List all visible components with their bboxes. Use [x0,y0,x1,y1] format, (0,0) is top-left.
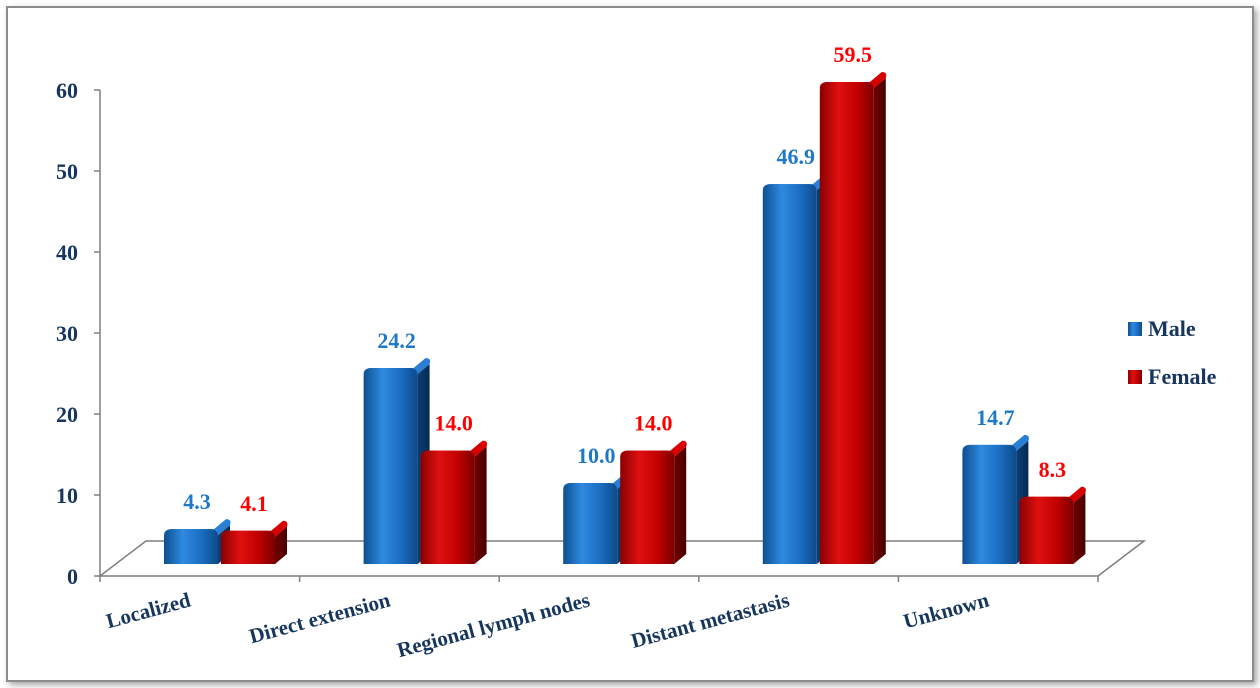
bar-male [164,519,231,564]
legend-label-male: Male [1148,316,1196,341]
y-tick-label: 30 [56,321,78,346]
legend-swatch-male [1128,322,1142,336]
data-label-male: 24.2 [377,328,416,353]
bar-male [363,357,431,564]
x-category-label: Regional lymph nodes [394,588,592,663]
bar-side-female [674,446,687,564]
legend-item-female: Female [1128,364,1217,389]
y-tick-label: 60 [56,78,78,103]
x-category-label: Unknown [901,588,992,634]
bar-female [1019,486,1086,564]
data-label-male: 10.0 [577,443,616,468]
bar-female [620,440,687,564]
bar-female [819,72,887,565]
bar-male [962,434,1029,564]
bar-front-female [620,450,675,564]
data-label-male: 14.7 [976,405,1015,430]
bar-front-female [1019,496,1074,564]
bar-front-female [420,450,475,564]
legend: Male Female [1128,316,1217,389]
bar-female [221,520,288,564]
bar-male [563,473,630,564]
data-label-female: 14.0 [434,411,473,436]
y-tick-label: 0 [67,564,78,589]
bar-side-female [1073,492,1086,564]
data-label-male: 4.3 [183,489,211,514]
legend-label-female: Female [1148,364,1217,389]
bar-male [762,174,830,565]
chart-frame [6,6,1254,682]
y-tick-label: 10 [56,483,78,508]
bar-side-female [275,526,287,564]
legend-item-male: Male [1128,316,1196,341]
bar-side-female [474,446,487,564]
data-label-female: 4.1 [240,491,268,516]
bar-front-male [762,184,817,565]
bar-front-female [819,82,874,565]
data-label-male: 46.9 [777,144,816,169]
y-tick-label: 20 [56,402,78,427]
bar-front-female [221,530,275,564]
data-label-female: 59.5 [834,42,873,67]
bar-female [420,440,488,564]
y-tick-label: 50 [56,159,78,184]
bar-front-male [164,529,218,564]
bar-front-male [363,367,418,564]
data-label-female: 8.3 [1039,457,1067,482]
x-category-label: Distant metastasis [628,588,791,653]
floor-plane [97,540,1147,577]
legend-swatch-female [1128,370,1142,384]
bar-side-female [873,78,886,565]
data-label-female: 14.0 [634,411,673,436]
y-axis: 0 10 20 30 40 50 60 [56,78,101,589]
x-category-label: Localized [103,588,193,634]
bar-front-male [563,483,618,564]
bar-front-male [962,444,1017,564]
x-category-label: Direct extension [247,588,393,649]
y-tick-label: 40 [56,240,78,265]
